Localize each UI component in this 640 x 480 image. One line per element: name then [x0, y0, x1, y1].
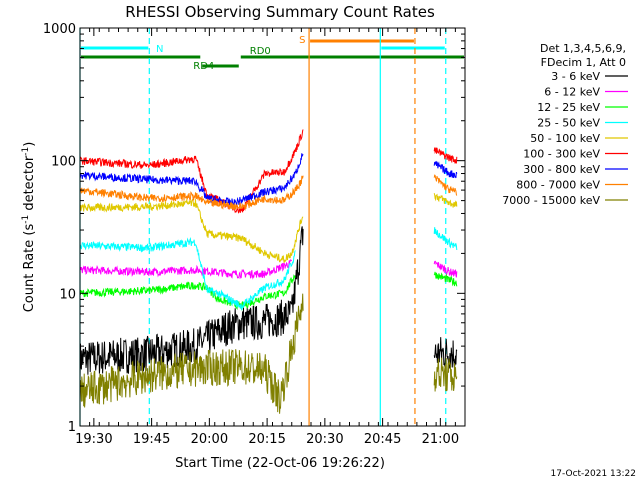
series-line-6-0 [79, 153, 304, 207]
series-line-7-0 [79, 175, 304, 211]
y-tick-label-3: 1000 [43, 22, 76, 37]
legend-label-6: 300 - 800 keV [523, 163, 600, 176]
series-line-5-1 [433, 147, 458, 164]
axis-layer: 19:30 19:45 20:00 20:15 20:30 20:45 21:00 1 10 10… [43, 22, 466, 447]
x-tick-label-1: 19:45 [133, 432, 170, 447]
series-3 [80, 227, 458, 311]
series-7 [79, 174, 458, 211]
legend-label-2: 12 - 25 keV [537, 101, 600, 114]
series-6 [79, 153, 458, 207]
y-tick-label-0: 1 [68, 420, 76, 435]
series-line-7-1 [433, 174, 458, 196]
y-tick-label-1: 10 [59, 287, 76, 302]
legend: Det 1,3,4,5,6,9,FDecim 1, Att 03 - 6 keV… [502, 42, 628, 207]
legend-label-4: 50 - 100 keV [530, 132, 600, 145]
legend-label-0: 3 - 6 keV [551, 70, 600, 83]
legend-label-1: 6 - 12 keV [544, 86, 600, 99]
series-line-0-1 [433, 337, 458, 369]
series-line-1-1 [433, 260, 458, 278]
x-tick-label-2: 20:00 [191, 432, 228, 447]
series-line-0-0 [79, 226, 304, 378]
x-tick-label-3: 20:15 [248, 432, 285, 447]
legend-label-7: 800 - 7000 keV [516, 179, 600, 192]
x-tick-label-6: 21:00 [422, 432, 459, 447]
legend-header-0: Det 1,3,4,5,6,9, [540, 42, 626, 55]
flag-label-4: RD4 [193, 61, 214, 72]
timestamp: 17-Oct-2021 13:22 [551, 469, 636, 479]
series-layer [79, 129, 458, 414]
flag-label-2: S [299, 35, 305, 46]
x-tick-label-0: 19:30 [75, 432, 112, 447]
x-tick-label-4: 20:30 [306, 432, 343, 447]
flag-label-5: RD0 [250, 46, 271, 57]
series-4 [79, 193, 458, 263]
series-line-3-1 [433, 227, 458, 251]
series-line-5-0 [79, 129, 304, 214]
series-line-4-0 [79, 198, 304, 263]
y-tick-label-2: 100 [51, 155, 76, 170]
y-axis-label: Count Rate (s-1 detector-1) [21, 142, 37, 313]
series-line-2-0 [79, 274, 296, 312]
series-2 [79, 271, 458, 312]
series-line-1-0 [79, 259, 293, 280]
series-line-6-1 [433, 160, 458, 179]
legend-label-5: 100 - 300 keV [523, 148, 600, 161]
series-line-8-1 [433, 357, 458, 392]
series-5 [79, 129, 458, 214]
chart-title: RHESSI Observing Summary Count Rates [125, 3, 435, 21]
series-0 [79, 226, 458, 378]
x-axis-label: Start Time (22-Oct-06 19:26:22) [175, 456, 385, 471]
flag-label-0: N [156, 44, 163, 55]
series-line-2-1 [433, 271, 458, 287]
series-line-4-1 [433, 193, 458, 208]
flag-layer: N S RD4 RD0 [81, 35, 464, 72]
x-tick-label-5: 20:45 [364, 432, 401, 447]
series-1 [79, 259, 458, 280]
series-8 [79, 293, 458, 414]
series-line-8-0 [79, 293, 304, 414]
series-line-3-0 [80, 237, 296, 311]
legend-header-1: FDecim 1, Att 0 [541, 56, 626, 69]
legend-label-8: 7000 - 15000 keV [502, 194, 600, 207]
legend-label-3: 25 - 50 keV [537, 117, 600, 130]
